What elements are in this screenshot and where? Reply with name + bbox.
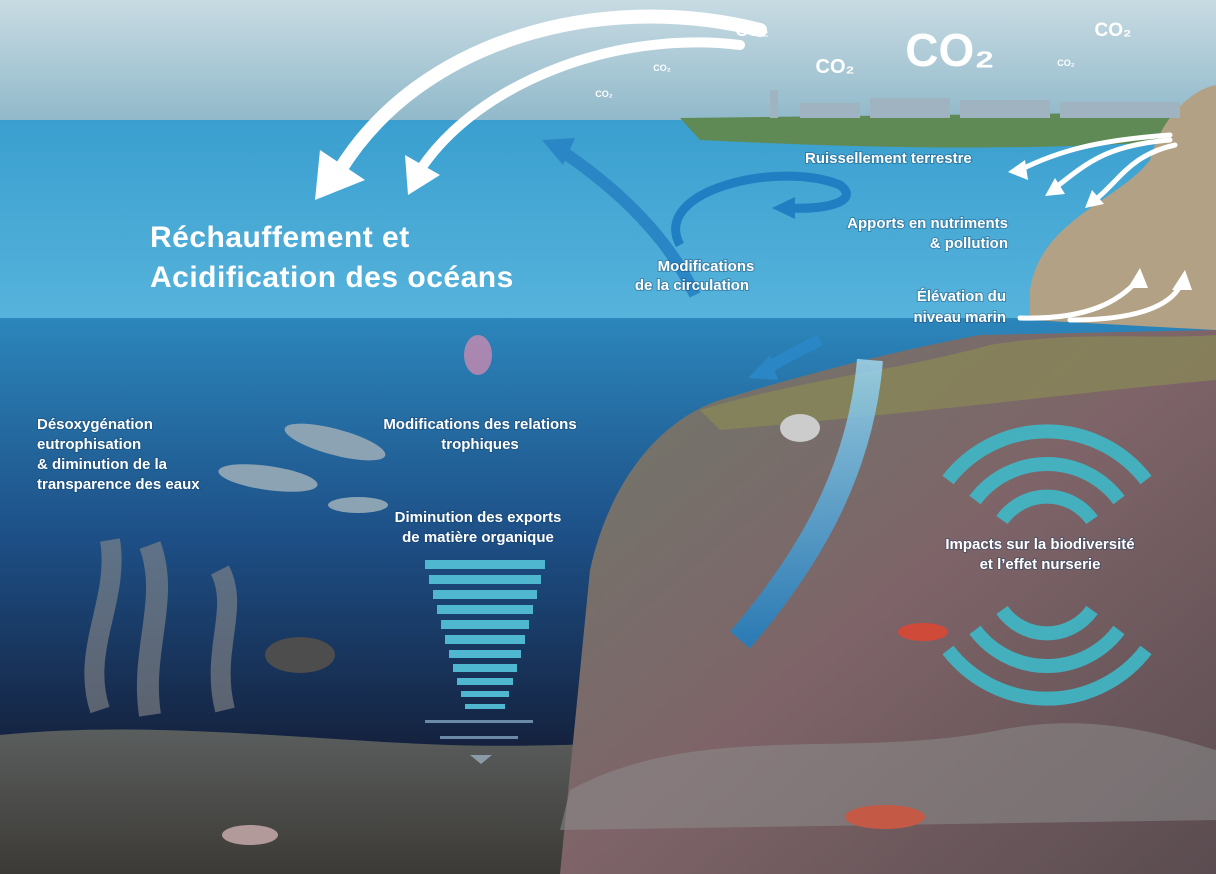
label-line: Élévation du — [917, 288, 1006, 305]
sea-surface — [0, 120, 1216, 325]
arrow-head — [315, 150, 365, 200]
arc — [969, 457, 1125, 505]
funnel-bar — [425, 720, 533, 723]
label-line: & pollution — [930, 235, 1008, 252]
runoff-arrow-heads — [1008, 160, 1192, 290]
funnel-bar — [465, 704, 505, 709]
export-arrow — [730, 358, 883, 649]
label-line: Ruissellement terrestre — [805, 150, 972, 167]
arrow-head — [470, 755, 492, 764]
arc — [996, 605, 1098, 641]
title-line: Acidification des océans — [150, 261, 514, 294]
seagrass — [700, 335, 1216, 430]
fish — [284, 423, 386, 461]
title-line: Réchauffement et — [150, 221, 410, 254]
funnel-bar — [440, 736, 518, 739]
label-line: eutrophisation — [37, 436, 141, 453]
funnel-bar — [445, 635, 525, 644]
arrow-head — [1085, 190, 1104, 208]
co2-label: CO₂ — [1057, 58, 1075, 68]
label-line: Apports en nutriments — [847, 215, 1008, 232]
co2-label: CO₂ — [1095, 20, 1132, 41]
arrow-head — [748, 355, 778, 380]
fish — [898, 623, 948, 641]
runoff-arrows — [1017, 132, 1185, 323]
labels: Ruissellement terrestre Apports en nutri… — [36, 149, 1136, 574]
label-line: Modifications des relations — [383, 416, 576, 433]
arc — [942, 645, 1152, 706]
arrow — [333, 9, 767, 177]
city-skyline — [770, 90, 1180, 118]
vent-plume — [136, 541, 168, 717]
arrow-head — [1172, 270, 1192, 290]
funnel-bar — [441, 620, 529, 629]
funnel-bar — [449, 650, 521, 658]
arrow — [415, 37, 745, 175]
co2-label: CO₂ — [653, 63, 671, 73]
building — [870, 98, 950, 118]
title: Réchauffement et Acidification des océan… — [150, 221, 514, 294]
label-line: Impacts sur la biodiversité — [945, 536, 1134, 553]
arrow — [556, 145, 701, 298]
co2-label: CO₂ — [735, 21, 768, 40]
funnel-bar — [429, 575, 541, 584]
co2-label: CO₂ — [816, 56, 855, 78]
arc — [996, 489, 1098, 525]
anglerfish — [265, 637, 335, 673]
funnel-bar — [437, 605, 533, 614]
funnel-bar — [433, 590, 537, 599]
fish — [218, 464, 318, 492]
export-funnel — [425, 560, 545, 764]
co2-labels: CO₂ CO₂ CO₂ CO₂ CO₂ CO₂ CO₂ — [595, 20, 1131, 99]
sea-cucumber — [222, 825, 278, 845]
label-line: transparence des eaux — [37, 476, 200, 493]
funnel-bar — [425, 560, 545, 569]
fish — [328, 497, 388, 513]
label-line: et l’effet nurserie — [980, 556, 1101, 573]
label-line: niveau marin — [913, 309, 1006, 326]
label-line: trophiques — [441, 436, 519, 453]
arrow-head — [1008, 160, 1028, 180]
nursery-arcs — [942, 424, 1152, 706]
building — [770, 90, 778, 118]
funnel-bar — [461, 691, 509, 697]
co2-arrows — [333, 9, 767, 177]
arc — [969, 625, 1125, 673]
arrow-head — [542, 138, 575, 165]
vent-plume — [84, 538, 122, 714]
arrow — [1052, 137, 1173, 191]
jellyfish — [464, 335, 492, 375]
building — [800, 103, 860, 118]
arrow-head — [405, 155, 440, 195]
organisms — [84, 335, 948, 845]
label-line: de la circulation — [635, 277, 749, 294]
vent-plume — [210, 565, 238, 713]
building — [1060, 102, 1180, 118]
label-line: Modifications — [658, 258, 755, 275]
label-line: & diminution de la — [37, 456, 168, 473]
label-line: de matière organique — [402, 529, 554, 546]
building — [960, 100, 1050, 118]
shell — [780, 414, 820, 442]
arrow — [1092, 142, 1178, 203]
co2-label: CO₂ — [595, 89, 613, 99]
arrow-head — [772, 197, 795, 219]
funnel-bar — [457, 678, 513, 685]
label-line: Diminution des exports — [395, 509, 562, 526]
coast — [680, 112, 1185, 148]
arrow — [1017, 132, 1173, 173]
arc — [942, 424, 1152, 485]
coral-field — [560, 723, 1216, 830]
arrow-head — [1128, 268, 1148, 288]
co2-label: CO₂ — [905, 24, 994, 76]
arrow — [671, 171, 851, 248]
arrow-head — [1045, 178, 1065, 196]
funnel-bar — [453, 664, 517, 672]
label-line: Désoxygénation — [37, 416, 153, 433]
circulation-arrow — [542, 138, 883, 649]
fish — [845, 805, 925, 829]
